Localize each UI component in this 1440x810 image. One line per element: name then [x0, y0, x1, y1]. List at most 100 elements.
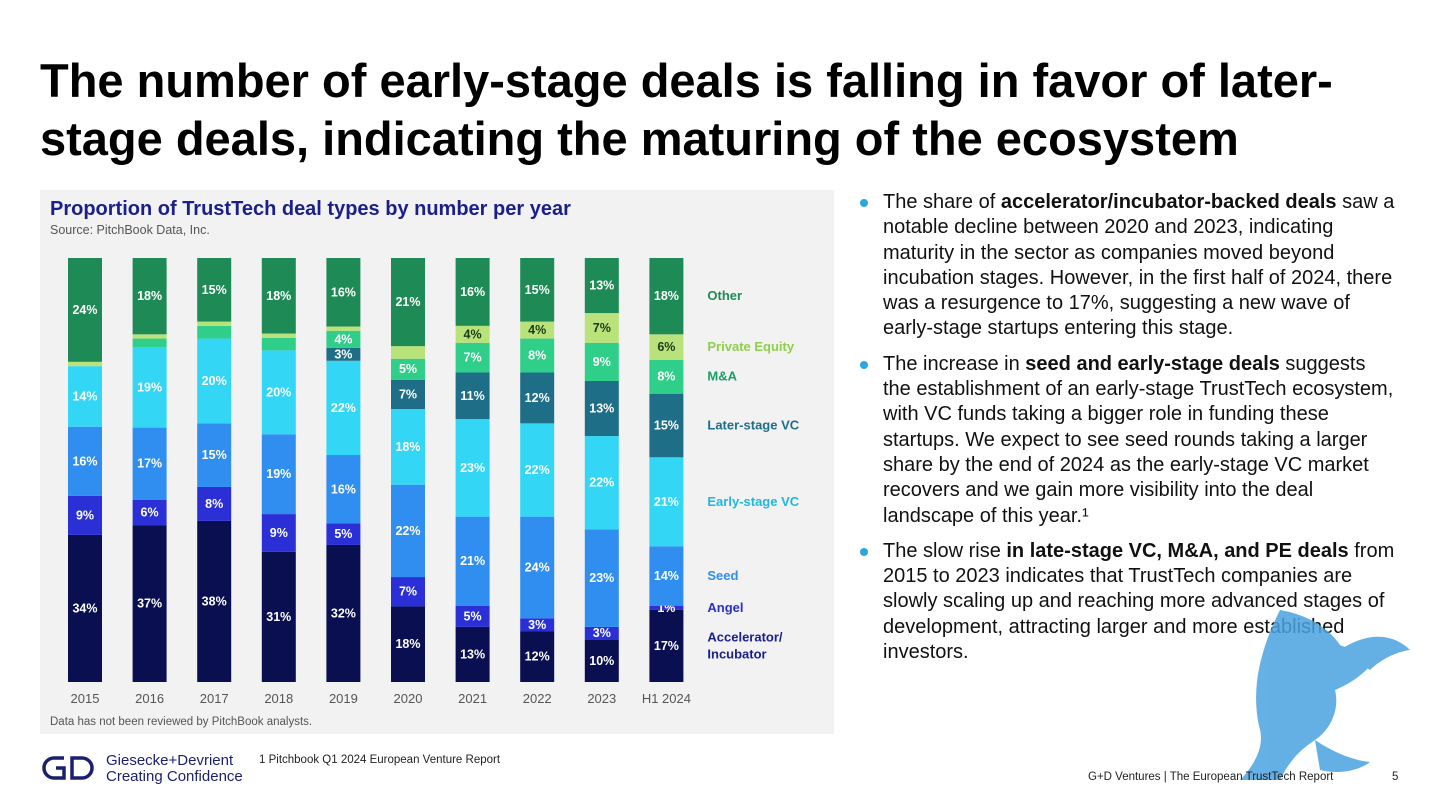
legend-label: Private Equity: [707, 339, 794, 354]
bar-segment: [584, 529, 619, 627]
bar-segment: [391, 484, 425, 578]
data-label: 15%: [202, 283, 227, 297]
data-label: 12%: [525, 391, 550, 405]
chart-title: Proportion of TrustTech deal types by nu…: [50, 198, 571, 220]
bar-segment: [326, 330, 361, 348]
bar-segment: [455, 258, 490, 326]
bullet-text-post: saw a notable decline between 2020 and 2…: [883, 191, 1395, 340]
logo-name: Giesecke+Devrient: [106, 752, 234, 769]
bar-segment: [391, 358, 425, 380]
footer-report-title: G+D Ventures | The European TrustTech Re…: [1088, 771, 1334, 783]
bar-segment: [649, 546, 684, 606]
bar-segment: [326, 455, 361, 524]
bullet-text-bold: accelerator/incubator-backed deals: [1000, 191, 1337, 213]
data-label: 16%: [331, 285, 356, 299]
data-label: 38%: [202, 594, 227, 608]
data-label: 15%: [525, 283, 550, 297]
bar-segment: [261, 551, 296, 682]
bullet-dot-icon: [860, 199, 868, 207]
x-tick-label: H1 2024: [642, 691, 691, 706]
bar-segment: [68, 258, 102, 362]
bar-segment: [520, 423, 555, 517]
data-label: 17%: [137, 457, 162, 471]
data-label: 18%: [654, 289, 679, 303]
data-label: 32%: [331, 606, 356, 620]
data-label: 18%: [266, 289, 291, 303]
bar-segment: [197, 338, 232, 424]
data-label: 9%: [270, 526, 288, 540]
data-label: 22%: [589, 476, 614, 490]
legend-label: M&A: [707, 369, 737, 384]
data-label: 4%: [464, 327, 482, 341]
bar-segment: [132, 499, 167, 526]
data-label: 6%: [141, 505, 159, 519]
bar-segment: [261, 337, 296, 351]
data-label: 13%: [589, 402, 614, 416]
data-label: 19%: [137, 380, 162, 394]
griffin-watermark-icon: [1240, 610, 1410, 780]
bar-segment: [68, 495, 102, 535]
data-label: 23%: [460, 461, 485, 475]
bar-segment: [391, 577, 425, 607]
bullet-item: The share of accelerator/incubator-backe…: [858, 190, 1398, 342]
chart-panel: Proportion of TrustTech deal types by nu…: [40, 190, 834, 734]
data-label: 11%: [460, 389, 484, 403]
legend-label: Angel: [707, 600, 743, 615]
stacked-bar-chart: 34% 9% 16% 14% 24% 2015 37% 6% 17% 19% 18% 2016 38% 8…: [68, 258, 800, 706]
data-label: 24%: [525, 561, 550, 575]
bar-segment: [455, 325, 490, 343]
data-label: 16%: [331, 482, 356, 496]
bar-segment: [455, 342, 490, 373]
x-tick-label: 2016: [135, 691, 164, 706]
bar-segment: [197, 258, 232, 322]
data-label: 4%: [334, 332, 352, 346]
data-label: 5%: [464, 609, 482, 623]
bar-segment: [455, 626, 490, 682]
data-label: 18%: [395, 440, 420, 454]
footnote: 1 Pitchbook Q1 2024 European Venture Rep…: [259, 754, 501, 766]
bar-segment: [132, 525, 167, 682]
x-tick-label: 2019: [329, 691, 358, 706]
data-label: 8%: [528, 349, 546, 363]
data-label: 31%: [266, 610, 291, 624]
bar-segment: [261, 434, 296, 515]
bar-segment: [197, 486, 232, 521]
data-label: 37%: [137, 597, 162, 611]
bar-segment: [584, 436, 619, 530]
data-label: 20%: [202, 374, 227, 388]
bar-segment: [68, 426, 102, 496]
bar-segment: [584, 626, 619, 640]
data-label: 16%: [72, 454, 97, 468]
data-label: 15%: [654, 418, 679, 432]
data-label: 7%: [399, 387, 417, 401]
data-label: 19%: [266, 467, 291, 481]
x-tick-label: 2022: [523, 691, 552, 706]
x-tick-label: 2017: [200, 691, 229, 706]
data-label: 21%: [654, 495, 679, 509]
data-label: 20%: [266, 385, 291, 399]
chart-note: Data has not been reviewed by PitchBook …: [50, 716, 313, 728]
bullet-item: The increase in seed and early-stage dea…: [858, 352, 1398, 529]
data-label: 8%: [657, 370, 675, 384]
bar-segment: [261, 333, 296, 338]
bar-segment: [391, 379, 425, 410]
legend-label: Accelerator/: [707, 629, 783, 644]
bar-segment: [261, 350, 296, 435]
bullet-text-pre: The slow rise: [883, 539, 1007, 562]
bar-segment: [584, 380, 619, 437]
data-label: 14%: [654, 569, 679, 583]
bar-segment: [455, 516, 490, 606]
bar-segment: [68, 361, 102, 367]
bar-segment: [455, 372, 490, 420]
data-label: 7%: [593, 321, 611, 335]
bar-segment: [132, 338, 167, 348]
bar-segment: [132, 258, 167, 335]
bar-segment: [455, 605, 490, 627]
data-label: 18%: [137, 289, 162, 303]
bar-segment: [197, 423, 232, 487]
data-label: 23%: [589, 571, 614, 585]
legend-label: Early-stage VC: [707, 494, 799, 509]
bar-segment: [455, 419, 490, 517]
bar-segment: [326, 258, 361, 327]
data-label: 12%: [525, 650, 550, 664]
